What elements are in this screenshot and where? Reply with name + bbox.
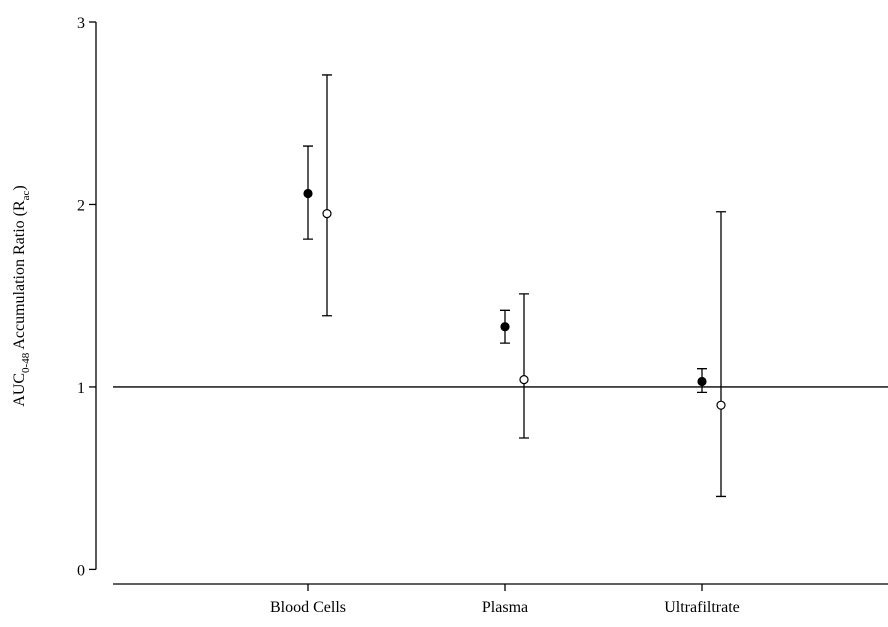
y-label-part: Accumulation Ratio (R: [11, 200, 28, 353]
error-bar: [716, 211, 726, 498]
error-bar: [519, 293, 529, 439]
y-label-sub: ac: [20, 190, 32, 200]
x-tick-label: Ultrafiltrate: [664, 599, 740, 616]
y-tick-label: 2: [77, 197, 85, 214]
data-point: [303, 188, 313, 199]
data-point: [500, 322, 510, 332]
y-label-part: AUC: [11, 373, 28, 407]
error-bar: [322, 74, 332, 317]
y-axis-label: AUC0-48 Accumulation Ratio (Rac): [11, 185, 32, 406]
y-tick-label: 1: [77, 380, 85, 397]
y-tick-label: 0: [77, 562, 85, 579]
x-tick-label: Blood Cells: [270, 599, 346, 616]
data-point: [519, 375, 529, 385]
y-tick-label: 3: [77, 15, 85, 32]
data-point: [716, 400, 726, 410]
x-tick-label: Plasma: [482, 599, 528, 616]
data-point: [697, 376, 707, 387]
data-point: [322, 208, 332, 219]
y-label-part: ): [11, 185, 28, 190]
y-label-sub: 0-48: [20, 352, 32, 373]
